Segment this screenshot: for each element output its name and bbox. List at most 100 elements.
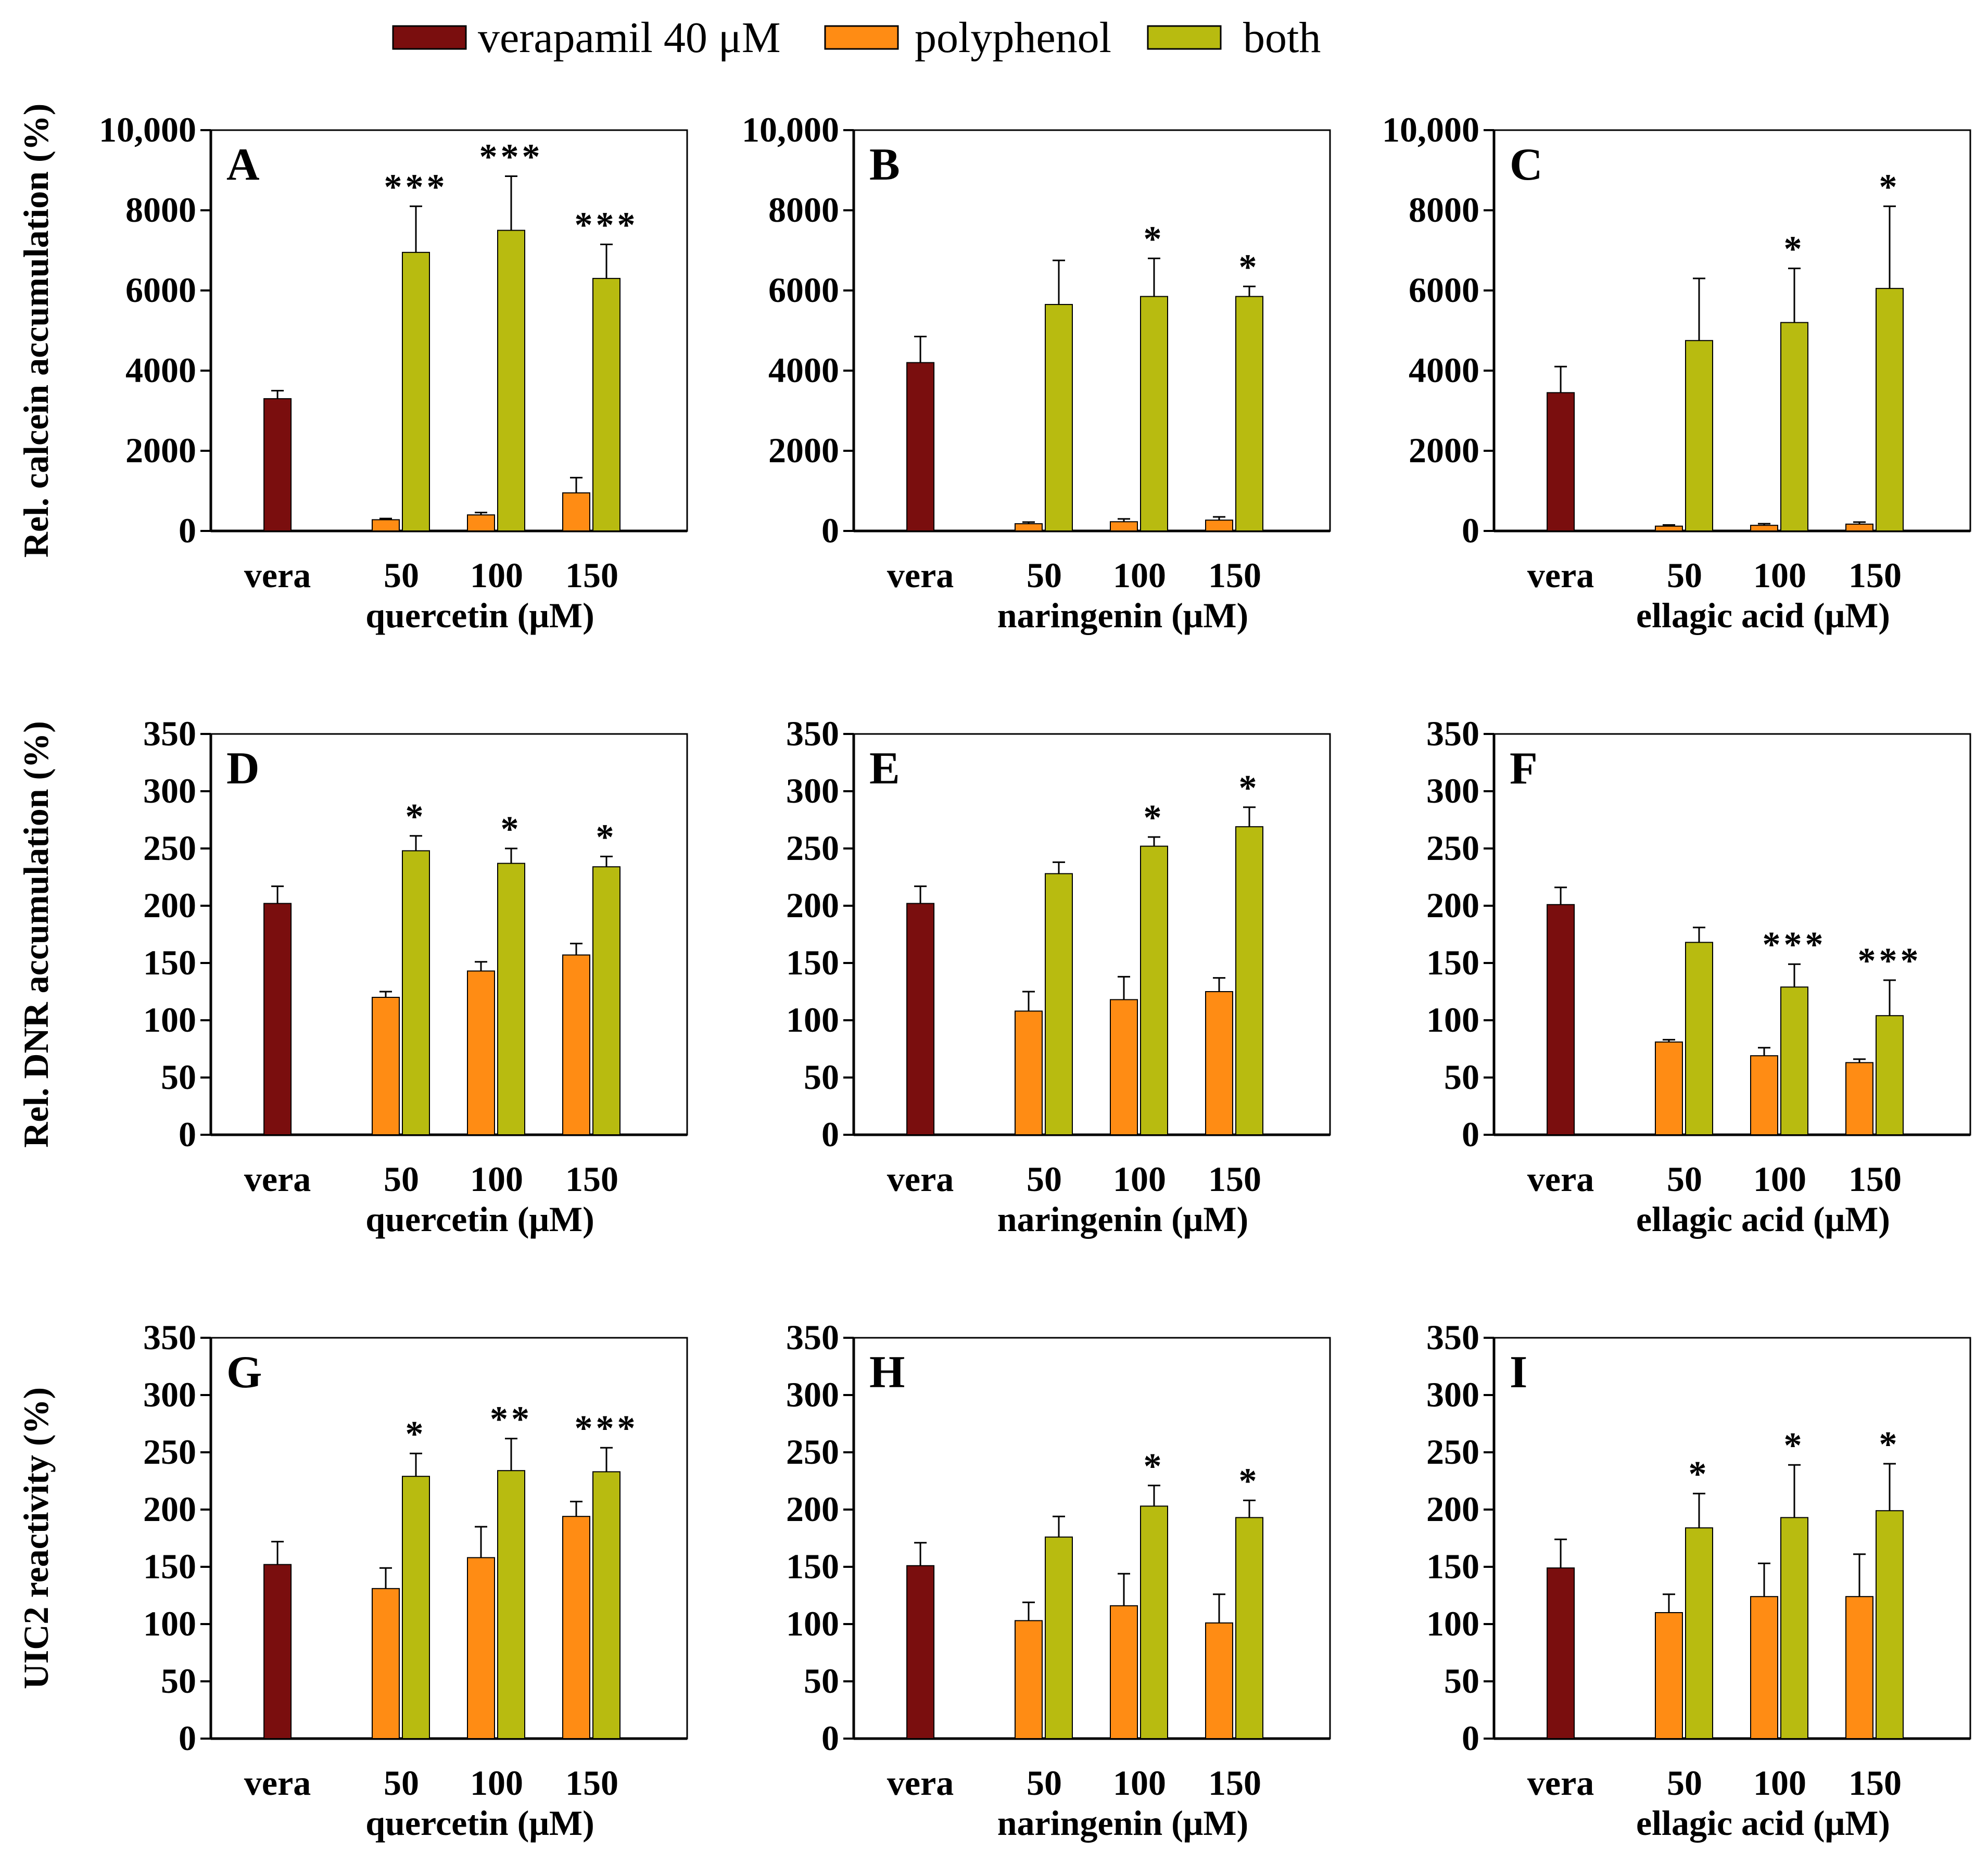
y-tick-label: 50	[804, 1057, 839, 1097]
y-tick-label: 50	[161, 1661, 196, 1701]
y-tick-label: 250	[786, 828, 839, 868]
y-tick-label: 150	[1426, 943, 1479, 982]
category-label: vera	[887, 1763, 954, 1803]
bar-verapamil	[906, 1565, 935, 1740]
y-tick-label: 0	[1462, 511, 1479, 550]
significance-label: *	[596, 817, 617, 857]
bar-both	[1685, 942, 1713, 1136]
y-tick-label: 10,000	[99, 110, 196, 149]
x-axis-title: ellagic acid (μM)	[1636, 1803, 1890, 1843]
significance-label: *	[1784, 230, 1805, 270]
bar-both	[1780, 1517, 1808, 1739]
significance-label: *	[406, 1414, 427, 1454]
legend-label-vera: verapamil 40 μM	[478, 14, 781, 62]
y-tick-label: 0	[1462, 1114, 1479, 1154]
y-tick-label: 250	[1426, 828, 1479, 868]
bar-both	[402, 1476, 430, 1739]
y-tick-label: 150	[143, 943, 196, 982]
significance-label: ***	[479, 137, 543, 178]
significance-label: *	[1784, 1426, 1805, 1466]
category-label: 150	[565, 1763, 618, 1803]
bar-both	[1235, 826, 1263, 1135]
bar-both	[1235, 1517, 1263, 1739]
category-label: vera	[244, 1763, 311, 1803]
bar-verapamil	[1547, 392, 1575, 531]
category-label: 50	[384, 1159, 419, 1199]
bar-both	[1045, 873, 1073, 1136]
category-label: 50	[1027, 1763, 1062, 1803]
y-tick-label: 0	[821, 1718, 839, 1758]
bar-polyphenol	[1205, 991, 1233, 1135]
y-tick-label: 6000	[125, 270, 196, 310]
y-tick-label: 2000	[1409, 430, 1479, 470]
y-tick-label: 0	[179, 1718, 196, 1758]
bar-polyphenol	[562, 954, 590, 1135]
bar-polyphenol	[1110, 999, 1138, 1136]
y-tick-label: 8000	[1409, 190, 1479, 230]
bar-polyphenol	[1655, 1041, 1683, 1136]
significance-label: **	[490, 1400, 533, 1440]
bar-both	[1876, 288, 1904, 532]
y-tick-label: 350	[1426, 1317, 1479, 1357]
panel-letter: D	[226, 743, 260, 794]
y-tick-label: 350	[786, 714, 839, 753]
significance-label: ***	[1763, 925, 1827, 965]
category-label: 150	[1208, 1159, 1261, 1199]
y-tick-label: 6000	[768, 270, 839, 310]
bar-both	[1045, 303, 1073, 531]
panel-letter: G	[226, 1347, 262, 1398]
significance-label: *	[1239, 1461, 1260, 1501]
bar-both	[592, 277, 621, 532]
bar-polyphenol	[1110, 1605, 1138, 1740]
panel-letter: I	[1510, 1347, 1527, 1398]
panel-letter: A	[226, 140, 260, 190]
y-tick-label: 100	[143, 1000, 196, 1040]
y-tick-label: 250	[786, 1432, 839, 1472]
bar-both	[497, 230, 525, 531]
significance-label: ***	[384, 167, 448, 207]
legend-swatch-both	[1147, 25, 1222, 50]
bar-polyphenol	[1205, 1622, 1233, 1740]
category-label: 150	[565, 1159, 618, 1199]
y-tick-label: 2000	[125, 430, 196, 470]
y-tick-label: 250	[1426, 1432, 1479, 1472]
y-tick-label: 300	[1426, 1375, 1479, 1414]
significance-label: *	[406, 797, 427, 837]
bar-polyphenol	[1110, 521, 1138, 531]
category-label: 150	[1848, 1159, 1902, 1199]
y-tick-label: 50	[1444, 1661, 1479, 1701]
category-label: 100	[1113, 1159, 1166, 1199]
significance-label: *	[1144, 1447, 1165, 1487]
bar-both	[1235, 296, 1263, 531]
bar-polyphenol	[1655, 525, 1683, 532]
row-ylabel-1: Rel. calcein accumulation (%)	[16, 104, 56, 558]
category-label: 100	[1113, 1763, 1166, 1803]
category-label: 150	[1208, 555, 1261, 595]
category-label: vera	[244, 1159, 311, 1199]
bar-both	[592, 866, 621, 1135]
y-tick-label: 150	[143, 1547, 196, 1586]
y-tick-label: 10,000	[1382, 110, 1479, 149]
bar-polyphenol	[562, 1516, 590, 1739]
panel-letter: B	[869, 140, 900, 190]
category-label: 50	[1027, 555, 1062, 595]
bar-polyphenol	[1845, 523, 1873, 531]
bar-verapamil	[1547, 1567, 1575, 1739]
x-axis-title: quercetin (μM)	[365, 595, 594, 635]
y-tick-label: 300	[143, 771, 196, 810]
bar-both	[1045, 1536, 1073, 1740]
y-tick-label: 150	[786, 943, 839, 982]
bar-polyphenol	[1015, 523, 1043, 532]
bar-polyphenol	[372, 519, 400, 532]
y-tick-label: 200	[143, 885, 196, 925]
bar-both	[1876, 1510, 1904, 1739]
bar-verapamil	[263, 903, 292, 1135]
panel-letter: F	[1510, 743, 1538, 794]
significance-label: *	[1239, 768, 1260, 808]
y-tick-label: 0	[821, 511, 839, 550]
category-label: 150	[1208, 1763, 1261, 1803]
y-tick-label: 100	[143, 1604, 196, 1643]
